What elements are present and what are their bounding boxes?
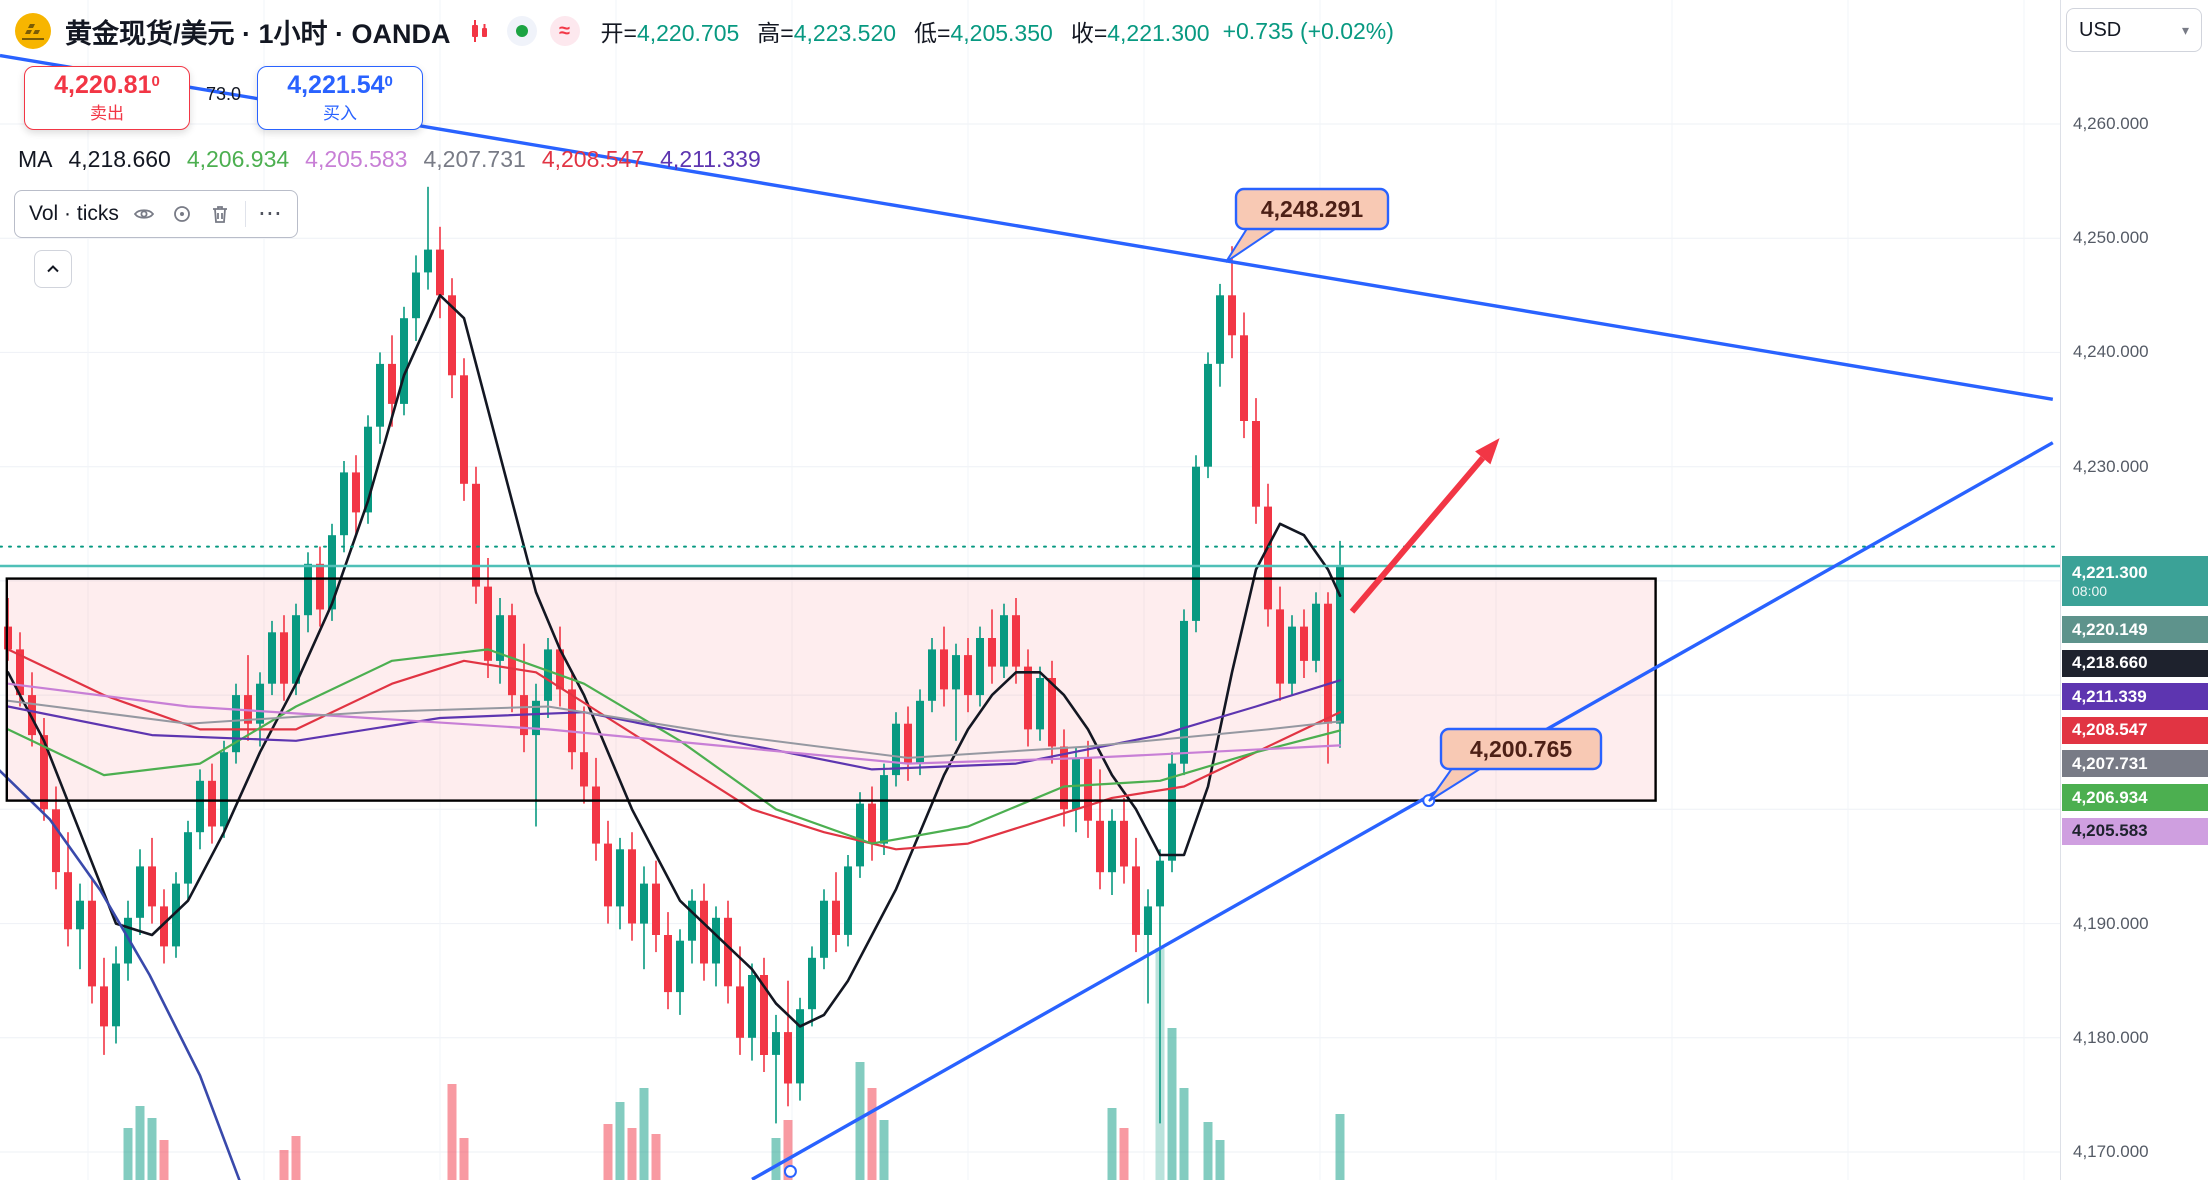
ma-legend-label: MA <box>18 146 53 172</box>
candlestick-chart[interactable]: 4,248.291 4,200.765 <box>0 0 2061 1180</box>
range-box[interactable] <box>5 577 1657 802</box>
up-arrow[interactable] <box>1349 455 1486 614</box>
ma-green <box>6 648 1342 845</box>
more-options-icon[interactable]: ⋯ <box>257 200 283 227</box>
eye-icon[interactable] <box>131 201 157 227</box>
currency-selector[interactable]: USD ▾ <box>2066 8 2202 52</box>
indicator-price-tag: 4,218.660 <box>2062 649 2208 677</box>
price-change: +0.735 (+0.02%) <box>1222 17 1394 44</box>
trash-icon[interactable] <box>207 201 233 227</box>
indicator-price-tag: 4,206.934 <box>2062 784 2208 811</box>
price-annotation-text: 4,200.765 <box>1470 736 1573 762</box>
chart-header: 黄金现货/美元 · 1小时 · OANDA ≈ 开=4,220.705 高=4,2… <box>14 8 1394 54</box>
buy-label: 买入 <box>323 104 358 124</box>
ma-black <box>6 294 1342 1028</box>
ma-violet <box>6 679 1342 771</box>
indicator-price-tag: 4,205.583 <box>2062 817 2208 845</box>
ma-legend-value: 4,206.934 <box>186 146 290 172</box>
indicator-price-tag: 4,208.547 <box>2062 716 2208 744</box>
order-panel: 4,220.810 卖出 73.0 4,221.540 买入 <box>24 66 424 130</box>
chevron-down-icon: ▾ <box>2181 21 2189 38</box>
indicator-price-tag: 4,207.731 <box>2062 750 2208 778</box>
ohlc-item: 高=4,223.520 <box>757 20 897 46</box>
settings-icon[interactable] <box>169 201 195 227</box>
collapse-button[interactable] <box>34 250 72 288</box>
ma-legend-value: 4,207.731 <box>423 146 526 172</box>
sell-price: 4,220.810 <box>54 70 160 99</box>
axis-price-label: 4,260.000 <box>2073 114 2149 133</box>
status-dot-icon[interactable] <box>506 16 537 46</box>
price-annotation-text: 4,248.291 <box>1261 196 1364 222</box>
chart-canvas[interactable]: 4,248.291 4,200.765 <box>0 0 2061 1180</box>
ohlc-item: 低=4,205.350 <box>914 20 1053 46</box>
price-axis[interactable]: USD ▾ 4,260.000 4,250.000 4,240.000 4,230.0… <box>2060 0 2208 1180</box>
ohlc-item: 开=4,220.705 <box>600 20 740 46</box>
symbol-logo-icon <box>15 13 51 49</box>
current-price-tag: 4,221.300 08:00 <box>2062 556 2208 606</box>
ma-red <box>6 648 1342 851</box>
buy-button[interactable]: 4,221.540 买入 <box>257 66 424 130</box>
indicator-price-tag: 4,220.149 <box>2062 616 2208 643</box>
axis-price-label: 4,230.000 <box>2073 456 2149 476</box>
axis-price-label: 4,250.000 <box>2073 228 2149 248</box>
currency-label: USD <box>2079 18 2122 41</box>
indicator-price-tag: 4,211.339 <box>2062 683 2208 711</box>
up-arrow-head <box>1475 438 1500 465</box>
buy-price: 4,221.540 <box>287 70 393 99</box>
indicator-title[interactable]: Vol · ticks <box>29 202 119 225</box>
ma-plum <box>6 682 1342 765</box>
toolbar-divider <box>244 201 246 227</box>
candle-chart-icon[interactable] <box>464 16 494 46</box>
axis-price-label: 4,240.000 <box>2073 342 2149 362</box>
symbol-title[interactable]: 黄金现货/美元 · 1小时 · OANDA <box>65 18 451 49</box>
trendline-lower-ascending[interactable] <box>751 441 2054 1180</box>
ma-legend-value: 4,208.547 <box>541 146 645 172</box>
axis-price-label: 4,180.000 <box>2073 1027 2149 1047</box>
trendline-handle[interactable] <box>783 1164 797 1178</box>
ma-long-indigo <box>0 769 241 1180</box>
ohlc-values: 开=4,220.705 高=4,223.520 低=4,205.350 收=4,221… <box>601 14 1210 48</box>
price-annotation-lower_label[interactable] <box>1439 727 1603 771</box>
approx-icon[interactable]: ≈ <box>549 16 580 46</box>
ma-gray <box>7 699 1341 759</box>
ohlc-item: 收=4,221.300 <box>1070 20 1210 46</box>
ma-legend-value: 4,218.660 <box>68 146 171 172</box>
price-annotation-upper_label[interactable] <box>1234 187 1390 231</box>
ma-legend-value: 4,211.339 <box>660 146 761 172</box>
axis-price-label: 4,170.000 <box>2073 1141 2149 1161</box>
ma-legend: MA 4,218.660 4,206.934 4,205.583 4,207.731 4… <box>18 146 761 173</box>
sell-button[interactable]: 4,220.810 卖出 <box>24 66 190 130</box>
axis-price-label: 4,190.000 <box>2073 913 2149 933</box>
chevron-up-icon <box>47 265 59 273</box>
ma-legend-value: 4,205.583 <box>305 146 408 172</box>
spread-value: 73.0 <box>206 84 242 104</box>
indicator-toolbar: Vol · ticks ⋯ <box>14 190 298 238</box>
sell-label: 卖出 <box>90 104 124 124</box>
